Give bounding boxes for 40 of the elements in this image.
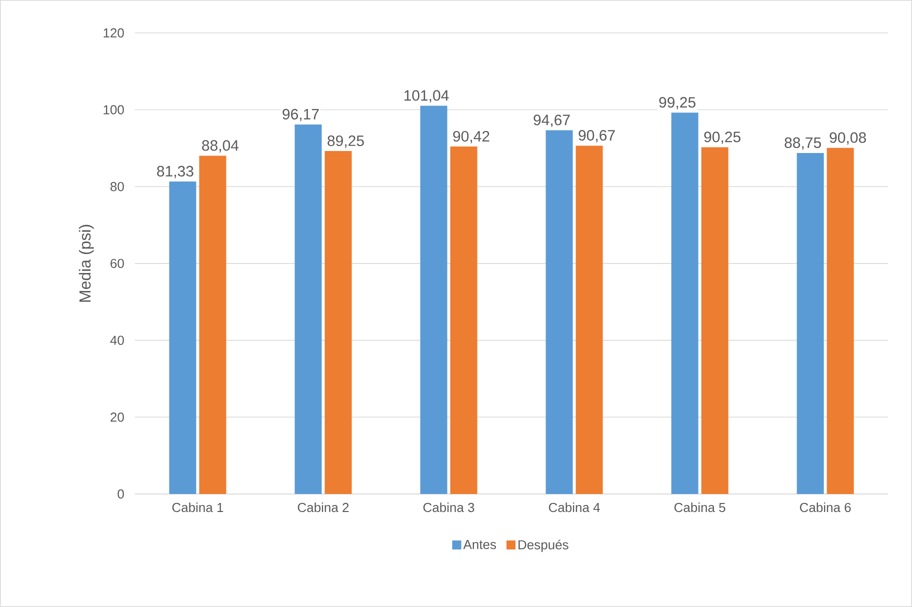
bar — [199, 156, 226, 494]
x-tick-label: Cabina 3 — [423, 502, 474, 512]
y-axis-title: Media (psi) — [78, 224, 94, 302]
bar — [169, 182, 196, 494]
y-tick-label: 120 — [104, 28, 124, 38]
bar — [546, 130, 573, 494]
bar — [324, 151, 352, 494]
bar — [420, 106, 448, 494]
y-tick-label: 100 — [104, 105, 124, 114]
data-label: 90,08 — [830, 132, 866, 145]
legend-label: Antes — [463, 540, 496, 550]
y-tick-label: 20 — [110, 412, 124, 422]
bar — [671, 112, 698, 494]
bar — [294, 124, 322, 494]
data-label: 99,25 — [659, 97, 696, 110]
data-label: 90,25 — [704, 132, 740, 144]
data-label: 88,04 — [202, 140, 239, 153]
legend-label: Después — [518, 540, 568, 552]
data-label: 81,33 — [157, 166, 194, 178]
data-label: 96,17 — [282, 108, 319, 122]
x-tick-label: Cabina 1 — [172, 502, 224, 512]
bar — [796, 153, 824, 494]
x-tick-label: Cabina 2 — [298, 502, 349, 512]
y-tick-label: 0 — [118, 489, 124, 499]
y-tick-label: 60 — [110, 258, 124, 268]
data-label: 90,42 — [453, 130, 490, 144]
x-tick-label: Cabina 6 — [800, 502, 851, 512]
y-tick-label: 40 — [110, 336, 124, 345]
bar — [701, 147, 728, 494]
x-tick-label: Cabina 4 — [548, 502, 600, 512]
bar — [576, 146, 603, 494]
data-label: 89,25 — [328, 135, 364, 148]
data-label: 88,75 — [784, 137, 821, 150]
bar — [826, 148, 854, 494]
data-label: 94,67 — [534, 114, 570, 128]
y-tick-label: 80 — [110, 182, 124, 192]
data-label: 101,04 — [404, 90, 449, 103]
bar — [450, 146, 478, 494]
data-label: 90,67 — [578, 130, 615, 142]
x-tick-label: Cabina 5 — [674, 502, 726, 512]
